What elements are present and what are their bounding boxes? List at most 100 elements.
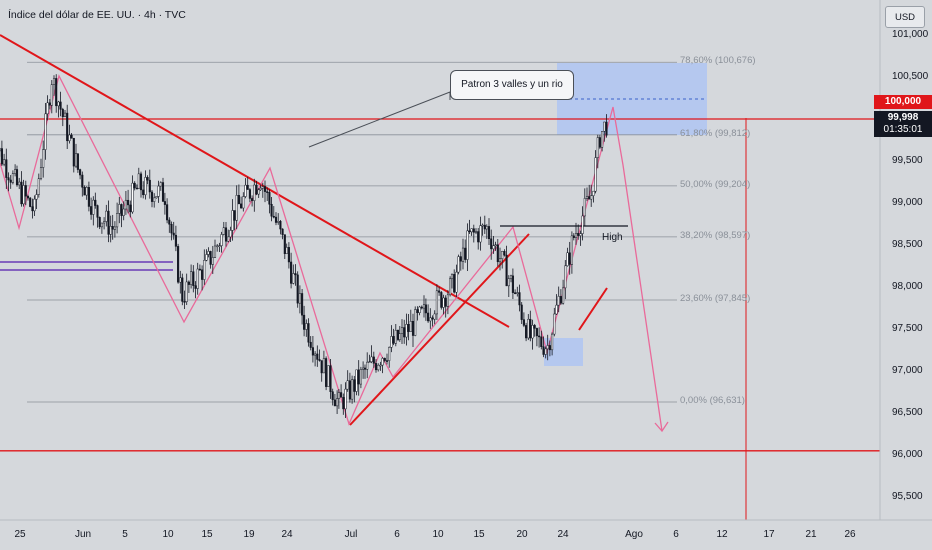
- candle: [274, 212, 278, 226]
- candle-body: [307, 323, 310, 343]
- candle-body: [420, 306, 423, 309]
- chart-title: Índice del dólar de EE. UU. · 4h · TVC: [8, 9, 186, 21]
- countdown-tag: 01:35:01: [874, 123, 932, 137]
- demand-zone-box: [544, 338, 583, 366]
- candle-body: [453, 274, 456, 293]
- candle: [248, 188, 251, 203]
- candle: [396, 329, 400, 342]
- candle: [388, 346, 391, 368]
- projection-arrowhead: [654, 421, 669, 433]
- candle: [183, 290, 186, 310]
- candle: [568, 241, 571, 275]
- candle: [503, 249, 506, 257]
- candle: [90, 197, 93, 220]
- candle: [307, 318, 310, 347]
- candle: [544, 346, 547, 359]
- candle: [422, 295, 426, 318]
- candle-body: [37, 178, 40, 195]
- candle: [166, 198, 169, 224]
- candle: [548, 340, 551, 357]
- candle: [144, 170, 147, 200]
- candle-body: [318, 359, 321, 361]
- candle-body: [314, 353, 317, 356]
- candle: [105, 204, 108, 227]
- candle: [359, 366, 362, 389]
- time-axis-label: 5: [122, 529, 128, 540]
- candle-body: [213, 245, 217, 258]
- candle-body: [574, 233, 578, 238]
- currency-button[interactable]: USD: [885, 6, 925, 28]
- candle-body: [81, 174, 84, 188]
- candle: [336, 390, 339, 415]
- candle: [192, 265, 195, 293]
- candle-body: [237, 195, 240, 205]
- candle: [209, 250, 212, 269]
- candle: [116, 202, 119, 234]
- candle: [218, 242, 221, 252]
- candle: [557, 286, 560, 313]
- candle: [553, 307, 556, 337]
- candle-body: [548, 345, 551, 351]
- price-axis-label: 97,500: [892, 323, 923, 334]
- candle: [203, 249, 206, 285]
- candle: [133, 181, 136, 191]
- candle: [213, 239, 217, 259]
- candle: [570, 231, 573, 274]
- candle: [603, 121, 606, 142]
- price-axis-label: 101,000: [892, 29, 929, 40]
- candle: [129, 200, 132, 218]
- candle: [187, 280, 190, 293]
- candle-body: [194, 285, 197, 289]
- candle: [588, 184, 591, 200]
- candle-body: [422, 304, 426, 309]
- candle-body: [270, 203, 273, 217]
- candle-body: [496, 244, 499, 263]
- candle-body: [316, 353, 319, 360]
- candle-body: [407, 324, 410, 332]
- candle-body: [48, 102, 51, 106]
- candle: [155, 196, 158, 199]
- candle-body: [0, 148, 1, 152]
- candle: [294, 264, 297, 286]
- candle-body: [414, 309, 417, 336]
- time-axis-label: Jul: [344, 529, 358, 540]
- time-axis-label: 25: [14, 529, 26, 540]
- candle: [246, 176, 249, 190]
- candle-body: [135, 187, 138, 190]
- candle: [450, 273, 454, 289]
- pattern-callout[interactable]: Patron 3 valles y un rio: [450, 70, 574, 100]
- candle: [327, 365, 330, 387]
- candle: [251, 195, 254, 207]
- candle: [405, 313, 408, 346]
- candle-body: [177, 246, 180, 283]
- candle-body: [353, 379, 356, 392]
- candle-body: [374, 363, 378, 371]
- candle: [514, 289, 517, 295]
- candle: [366, 352, 369, 379]
- candle-body: [137, 173, 140, 189]
- candle: [74, 143, 78, 168]
- candle-body: [168, 219, 171, 225]
- fib-level-label: 50,00% (99,204): [680, 178, 751, 190]
- candle: [109, 215, 112, 243]
- candle-body: [566, 252, 569, 267]
- candle-body: [183, 301, 186, 303]
- candle: [559, 289, 562, 305]
- trendline: [578, 287, 608, 331]
- candle-body: [120, 204, 123, 216]
- candle: [579, 230, 582, 246]
- candle-body: [90, 206, 93, 215]
- candle: [157, 180, 160, 203]
- candle: [459, 251, 462, 271]
- candle: [483, 215, 486, 234]
- candle: [385, 353, 389, 365]
- candle: [453, 269, 456, 294]
- time-axis-label: 10: [432, 529, 444, 540]
- candle: [26, 194, 30, 201]
- candle-body: [322, 358, 325, 374]
- time-axis-label: 19: [243, 529, 255, 540]
- candle-body: [131, 182, 134, 213]
- candle-body: [274, 216, 278, 223]
- candle: [598, 134, 601, 150]
